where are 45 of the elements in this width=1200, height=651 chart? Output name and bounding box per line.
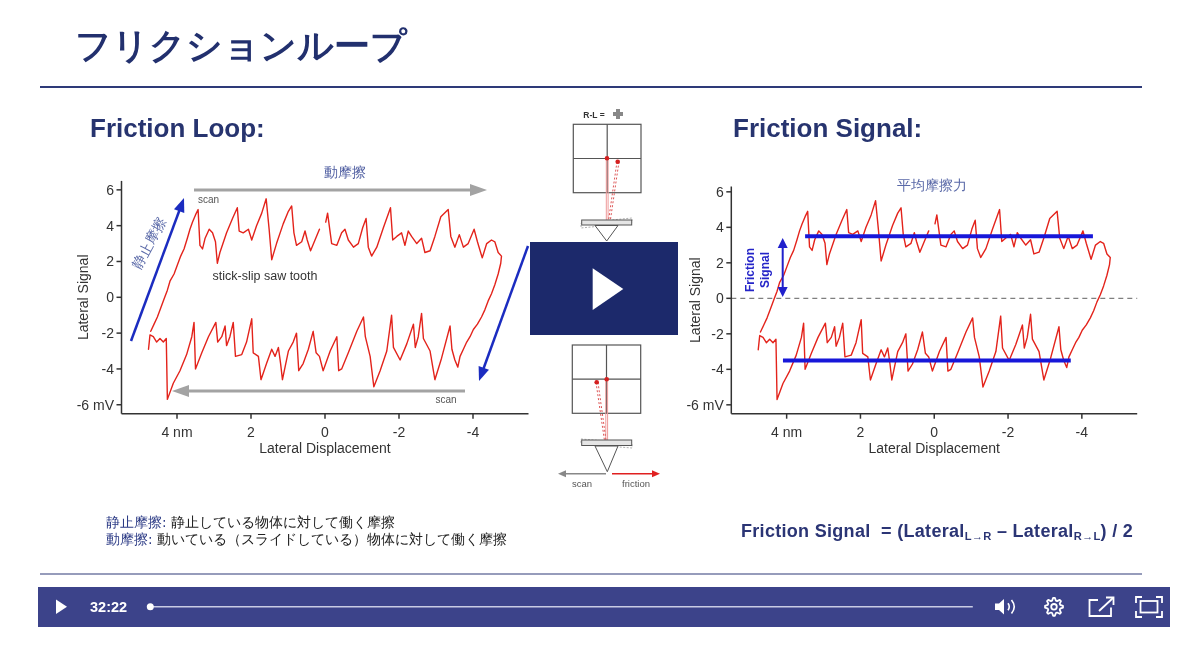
x-tick-label: 4 nm [771, 423, 803, 440]
y-tick-label: 0 [716, 290, 724, 307]
text: Friction Signal = (Lateral$_{L→R}$ – Lateral$_{R→L}$) / 2 [741, 521, 1134, 543]
x-axis-title: Lateral Displacement [868, 440, 1001, 456]
text: 動摩擦: 動いている（スライドしている）物体に対して働く摩擦 [106, 531, 507, 547]
x-tick-label: 0 [930, 423, 939, 440]
y-tick-label: -6 mV [76, 396, 115, 413]
y-tick-label: -4 [101, 360, 115, 377]
y-tick-label: 4 [716, 219, 724, 236]
annotation: 平均摩擦力 [897, 177, 967, 193]
y-tick-label: 4 [106, 217, 115, 234]
text: scan [571, 478, 593, 489]
text: 静止摩擦: 静止している物体に対して働く摩擦 [106, 514, 395, 530]
x-tick-label: 0 [321, 423, 330, 440]
text: R-L = [583, 109, 605, 120]
chart-title: Friction Loop: [90, 113, 265, 143]
text: friction [622, 478, 650, 489]
x-tick-label: 4 nm [161, 423, 193, 440]
text: 動摩擦 [324, 164, 366, 180]
y-tick-label: -6 mV [686, 396, 725, 413]
x-tick-label: -2 [392, 423, 406, 440]
x-axis-title: Lateral Displacement [259, 440, 391, 456]
x-tick-label: -2 [1001, 423, 1015, 440]
annotation: scan [198, 194, 220, 205]
y-tick-label: 0 [106, 289, 115, 306]
annotation: 静止摩擦 [128, 214, 170, 272]
y-axis-title: Lateral Signal [687, 257, 703, 343]
y-tick-label: -4 [711, 361, 725, 378]
y-axis-title: Lateral Signal [75, 254, 91, 341]
x-tick-label: 2 [247, 423, 256, 440]
y-tick-label: 6 [716, 183, 724, 200]
x-tick-label: 2 [856, 423, 865, 440]
annotation: scan [435, 394, 457, 405]
chart-title: Friction Signal: [733, 113, 923, 143]
y-tick-label: 2 [716, 254, 724, 271]
y-tick-label: -2 [711, 325, 725, 342]
annotation: stick-slip saw tooth [212, 269, 318, 283]
x-tick-label: -4 [1075, 423, 1089, 440]
text: 32:22 [90, 598, 128, 615]
x-tick-label: -4 [466, 423, 480, 440]
y-tick-label: 2 [106, 253, 115, 270]
annotation: Friction Signal [743, 248, 772, 292]
y-tick-label: -2 [101, 325, 115, 342]
y-tick-label: 6 [106, 181, 115, 198]
text: フリクションループ [75, 25, 408, 66]
